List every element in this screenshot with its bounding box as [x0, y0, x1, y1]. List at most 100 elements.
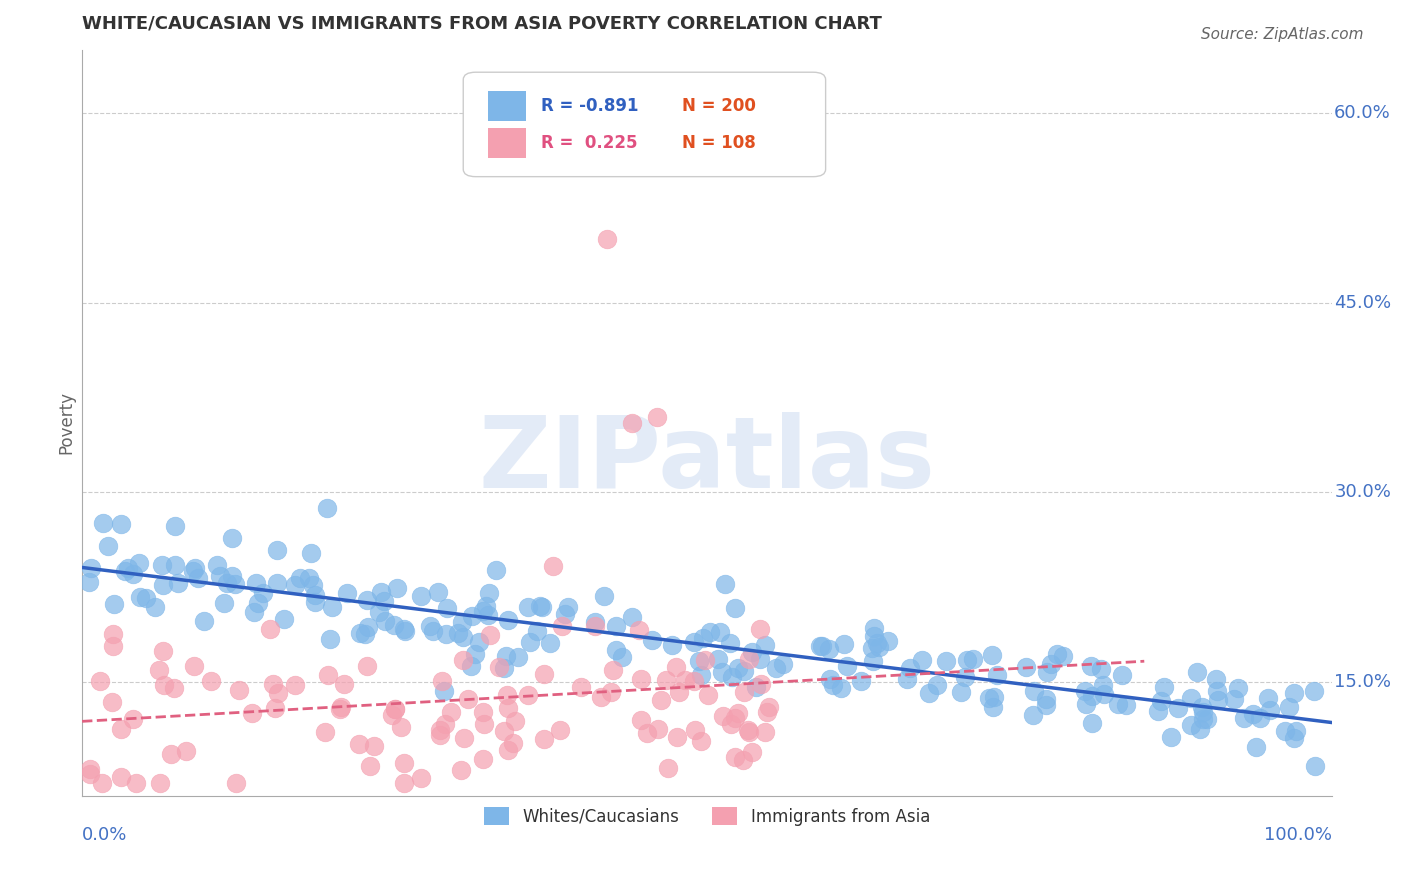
- Point: [693, 653, 716, 667]
- Point: [148, 664, 170, 678]
- Point: [911, 653, 934, 667]
- Point: [666, 730, 689, 744]
- Point: [1022, 684, 1045, 698]
- Point: [453, 731, 475, 745]
- Point: [208, 569, 231, 583]
- Point: [329, 702, 352, 716]
- Point: [1282, 731, 1305, 745]
- Point: [1274, 724, 1296, 739]
- Y-axis label: Poverty: Poverty: [58, 392, 75, 454]
- Point: [429, 728, 451, 742]
- Point: [682, 635, 704, 649]
- Point: [434, 627, 457, 641]
- Point: [221, 569, 243, 583]
- Point: [673, 673, 696, 687]
- Point: [741, 745, 763, 759]
- Point: [266, 575, 288, 590]
- Point: [979, 691, 1001, 706]
- Point: [77, 574, 100, 589]
- Point: [451, 630, 474, 644]
- Point: [647, 722, 669, 736]
- Point: [1046, 648, 1069, 662]
- Point: [1081, 689, 1104, 703]
- Point: [333, 677, 356, 691]
- Point: [756, 705, 779, 719]
- Point: [498, 701, 520, 715]
- Point: [849, 673, 872, 688]
- Point: [1167, 701, 1189, 715]
- Point: [314, 725, 336, 739]
- Point: [298, 571, 321, 585]
- Point: [273, 612, 295, 626]
- Point: [259, 622, 281, 636]
- Point: [1115, 698, 1137, 713]
- Point: [645, 409, 668, 424]
- Point: [267, 686, 290, 700]
- Point: [394, 622, 416, 636]
- Point: [163, 681, 186, 695]
- Point: [436, 601, 458, 615]
- Point: [502, 736, 524, 750]
- Point: [121, 712, 143, 726]
- Point: [478, 586, 501, 600]
- Text: 100.0%: 100.0%: [1264, 826, 1331, 844]
- Point: [657, 761, 679, 775]
- Point: [665, 660, 688, 674]
- Point: [592, 589, 614, 603]
- Point: [1206, 684, 1229, 698]
- Point: [724, 749, 747, 764]
- Point: [183, 659, 205, 673]
- Point: [174, 744, 197, 758]
- Point: [868, 640, 890, 655]
- Point: [737, 723, 759, 737]
- Point: [129, 591, 152, 605]
- Point: [1022, 708, 1045, 723]
- Point: [1197, 712, 1219, 726]
- Point: [569, 680, 592, 694]
- Point: [661, 638, 683, 652]
- Point: [1092, 678, 1115, 692]
- Point: [1073, 684, 1095, 698]
- Point: [918, 686, 941, 700]
- Point: [381, 707, 404, 722]
- Point: [630, 714, 652, 728]
- Point: [288, 571, 311, 585]
- Point: [508, 649, 530, 664]
- Point: [97, 539, 120, 553]
- Point: [240, 706, 263, 721]
- Point: [1092, 687, 1115, 701]
- Point: [384, 702, 406, 716]
- Point: [866, 636, 889, 650]
- Point: [329, 700, 352, 714]
- Point: [143, 600, 166, 615]
- Point: [503, 714, 526, 729]
- Point: [934, 654, 956, 668]
- Point: [356, 659, 378, 673]
- Point: [1080, 659, 1102, 673]
- Point: [124, 776, 146, 790]
- Point: [554, 607, 576, 622]
- Point: [533, 667, 555, 681]
- Point: [356, 593, 378, 607]
- Point: [1241, 706, 1264, 721]
- Point: [1160, 731, 1182, 745]
- Point: [529, 599, 551, 614]
- Point: [451, 615, 474, 630]
- Point: [1278, 699, 1301, 714]
- Point: [692, 631, 714, 645]
- Point: [823, 678, 845, 692]
- Point: [394, 756, 416, 770]
- Point: [167, 576, 190, 591]
- Point: [304, 594, 326, 608]
- Point: [724, 711, 747, 725]
- Point: [727, 706, 749, 720]
- Point: [620, 416, 643, 430]
- Point: [733, 684, 755, 698]
- Point: [359, 759, 381, 773]
- Text: N = 108: N = 108: [682, 134, 755, 152]
- Point: [477, 608, 499, 623]
- Point: [1249, 711, 1271, 725]
- Point: [898, 661, 921, 675]
- Point: [811, 639, 834, 653]
- Point: [187, 571, 209, 585]
